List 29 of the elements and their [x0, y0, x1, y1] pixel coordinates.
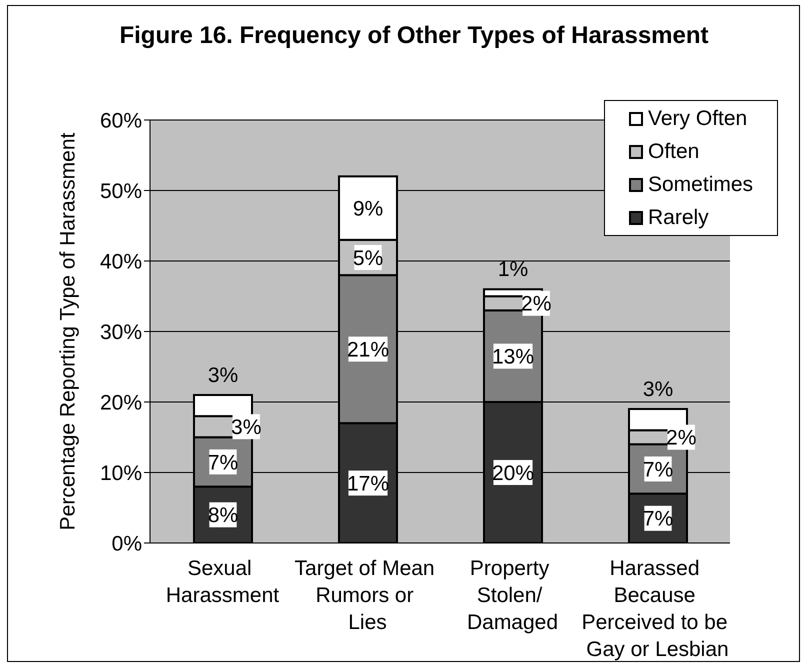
y-tick-label: 60%: [100, 109, 142, 132]
data-label: 2%: [666, 426, 696, 450]
x-tick-label: Harassed Because Perceived to be Gay or Lesbian: [582, 557, 729, 661]
legend-label: Sometimes: [648, 172, 754, 196]
legend-label: Rarely: [648, 206, 709, 230]
data-label: 9%: [352, 197, 384, 220]
y-tick-label: 30%: [100, 320, 142, 344]
data-label: 3%: [642, 378, 674, 402]
data-label: 5%: [352, 246, 384, 270]
legend-label: Very Often: [648, 106, 748, 130]
data-label: 2%: [521, 292, 552, 316]
y-tick-label: 20%: [100, 391, 142, 414]
y-axis-title: Percentage Reporting Type of Harassment: [56, 132, 80, 530]
y-tick-label: 50%: [100, 180, 142, 203]
data-label: 3%: [231, 416, 262, 440]
data-label: 7%: [642, 458, 674, 482]
x-tick-label: Property Stolen/ Damaged: [466, 557, 558, 634]
legend-label: Often: [648, 140, 700, 164]
y-tick-label: 0%: [112, 532, 142, 556]
x-tick-label: Sexual Harassment: [166, 557, 280, 607]
chart-title: Figure 16. Frequency of Other Types of Harassment: [119, 22, 709, 50]
data-label: 1%: [498, 258, 528, 282]
y-tick-label: 40%: [100, 250, 142, 274]
x-tick-label: Target of Mean Rumors or Lies: [294, 557, 435, 634]
data-label: 7%: [208, 451, 238, 474]
data-label: 21%: [346, 338, 390, 362]
y-tick-label: 10%: [100, 462, 142, 485]
data-label: 3%: [208, 364, 238, 387]
data-label: 13%: [492, 346, 534, 369]
